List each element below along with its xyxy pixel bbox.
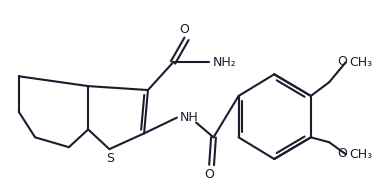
Text: NH: NH — [180, 111, 199, 124]
Text: S: S — [106, 152, 114, 165]
Text: O: O — [338, 147, 348, 160]
Text: CH₃: CH₃ — [349, 56, 372, 69]
Text: O: O — [205, 168, 215, 181]
Text: CH₃: CH₃ — [349, 147, 372, 161]
Text: O: O — [338, 55, 348, 68]
Text: O: O — [180, 23, 190, 36]
Text: NH₂: NH₂ — [213, 56, 236, 69]
